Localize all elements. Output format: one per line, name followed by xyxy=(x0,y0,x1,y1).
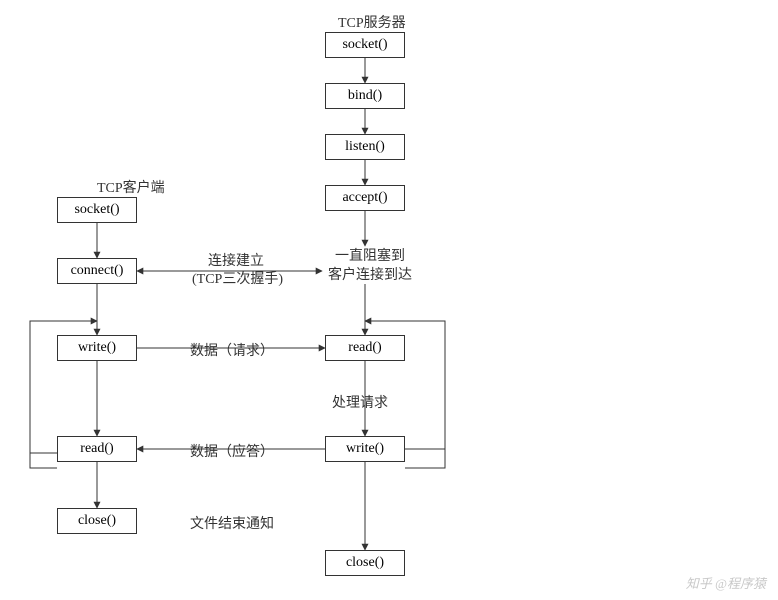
label-process: 处理请求 xyxy=(332,392,388,412)
client-header: TCP客户端 xyxy=(97,177,165,197)
label-request: 数据（请求） xyxy=(190,340,274,360)
server-header: TCP服务器 xyxy=(338,12,406,32)
node-server-listen: listen() xyxy=(325,134,405,160)
node-server-close: close() xyxy=(325,550,405,576)
node-server-accept: accept() xyxy=(325,185,405,211)
node-server-socket: socket() xyxy=(325,32,405,58)
label-conn-2: (TCP三次握手) xyxy=(192,268,283,288)
node-client-read: read() xyxy=(57,436,137,462)
watermark: 知乎 @程序猿 xyxy=(686,573,766,592)
node-server-read: read() xyxy=(325,335,405,361)
node-client-write: write() xyxy=(57,335,137,361)
node-client-connect: connect() xyxy=(57,258,137,284)
node-server-write: write() xyxy=(325,436,405,462)
label-response: 数据（应答） xyxy=(190,441,274,461)
node-server-bind: bind() xyxy=(325,83,405,109)
node-client-socket: socket() xyxy=(57,197,137,223)
label-conn-1: 连接建立 xyxy=(208,250,264,270)
label-eof: 文件结束通知 xyxy=(190,513,274,533)
node-client-close: close() xyxy=(57,508,137,534)
label-block: 一直阻塞到客户连接到达 xyxy=(325,248,415,286)
